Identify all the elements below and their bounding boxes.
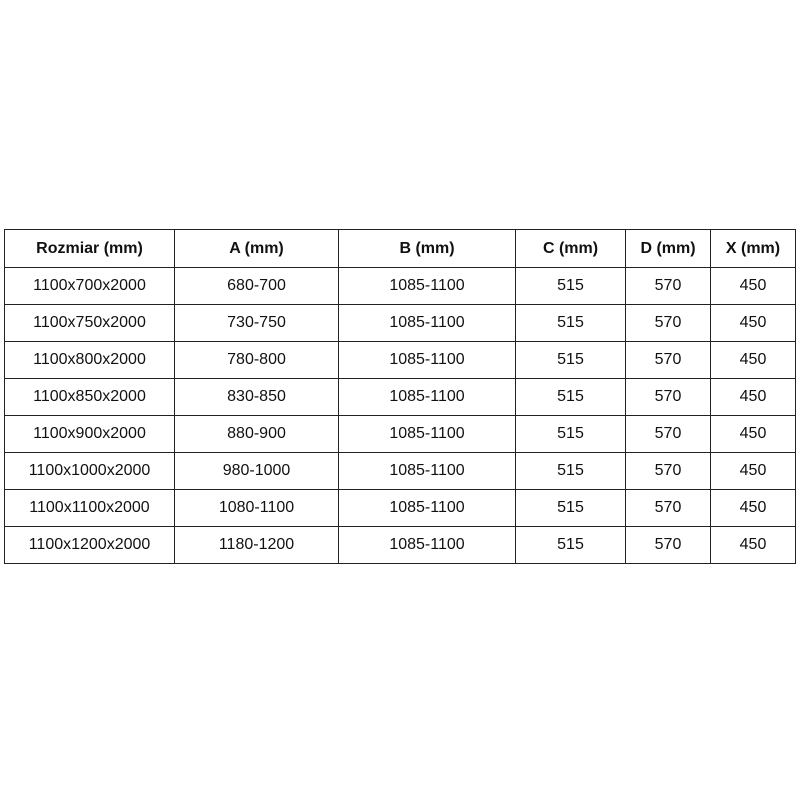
table-cell: 450 [710,489,796,527]
table-cell: 1100x800x2000 [4,341,175,379]
table-cell: 450 [710,267,796,305]
table-cell: 515 [515,526,626,564]
table-row: 1100x700x2000 680-700 1085-1100 515 570 450 [4,267,796,305]
table-cell: 1085-1100 [338,489,516,527]
table-cell: 1100x1000x2000 [4,452,175,490]
table-cell: 450 [710,304,796,342]
table-cell: 1180-1200 [174,526,339,564]
table-cell: 515 [515,489,626,527]
table-cell: 450 [710,378,796,416]
table-cell: 450 [710,452,796,490]
column-header: D (mm) [625,229,711,268]
table-cell: 570 [625,378,711,416]
table-cell: 780-800 [174,341,339,379]
header-row: Rozmiar (mm) A (mm) B (mm) C (mm) D (mm) X (m… [4,229,796,268]
table-cell: 1085-1100 [338,415,516,453]
table-cell: 570 [625,415,711,453]
column-header: Rozmiar (mm) [4,229,175,268]
table-cell: 515 [515,452,626,490]
table-cell: 1100x850x2000 [4,378,175,416]
dimensions-table: Rozmiar (mm) A (mm) B (mm) C (mm) D (mm) X (m… [4,229,796,564]
table-cell: 570 [625,452,711,490]
table-row: 1100x1200x2000 1180-1200 1085-1100 515 570 45… [4,526,796,564]
table-row: 1100x1000x2000 980-1000 1085-1100 515 570 450 [4,452,796,490]
table-cell: 450 [710,415,796,453]
table-cell: 570 [625,489,711,527]
table-cell: 570 [625,267,711,305]
table-cell: 1085-1100 [338,304,516,342]
table-row: 1100x850x2000 830-850 1085-1100 515 570 450 [4,378,796,416]
column-header: C (mm) [515,229,626,268]
table-cell: 515 [515,267,626,305]
table-cell: 515 [515,341,626,379]
table-cell: 1085-1100 [338,378,516,416]
table-cell: 980-1000 [174,452,339,490]
table-cell: 1080-1100 [174,489,339,527]
table-cell: 1100x1200x2000 [4,526,175,564]
table-cell: 450 [710,341,796,379]
table-cell: 1100x900x2000 [4,415,175,453]
table-cell: 515 [515,415,626,453]
table-cell: 450 [710,526,796,564]
table-row: 1100x900x2000 880-900 1085-1100 515 570 450 [4,415,796,453]
table-cell: 570 [625,304,711,342]
column-header: X (mm) [710,229,796,268]
table-cell: 680-700 [174,267,339,305]
table-cell: 570 [625,526,711,564]
table-cell: 515 [515,304,626,342]
table-cell: 880-900 [174,415,339,453]
table-cell: 1100x1100x2000 [4,489,175,527]
table-cell: 515 [515,378,626,416]
column-header: A (mm) [174,229,339,268]
table-cell: 1085-1100 [338,267,516,305]
table-cell: 1100x750x2000 [4,304,175,342]
table-cell: 1100x700x2000 [4,267,175,305]
table-cell: 1085-1100 [338,526,516,564]
column-header: B (mm) [338,229,516,268]
table-cell: 1085-1100 [338,452,516,490]
table-cell: 1085-1100 [338,341,516,379]
table-row: 1100x800x2000 780-800 1085-1100 515 570 450 [4,341,796,379]
table-row: 1100x1100x2000 1080-1100 1085-1100 515 570 45… [4,489,796,527]
table-row: 1100x750x2000 730-750 1085-1100 515 570 450 [4,304,796,342]
table-cell: 570 [625,341,711,379]
table-cell: 830-850 [174,378,339,416]
table-cell: 730-750 [174,304,339,342]
